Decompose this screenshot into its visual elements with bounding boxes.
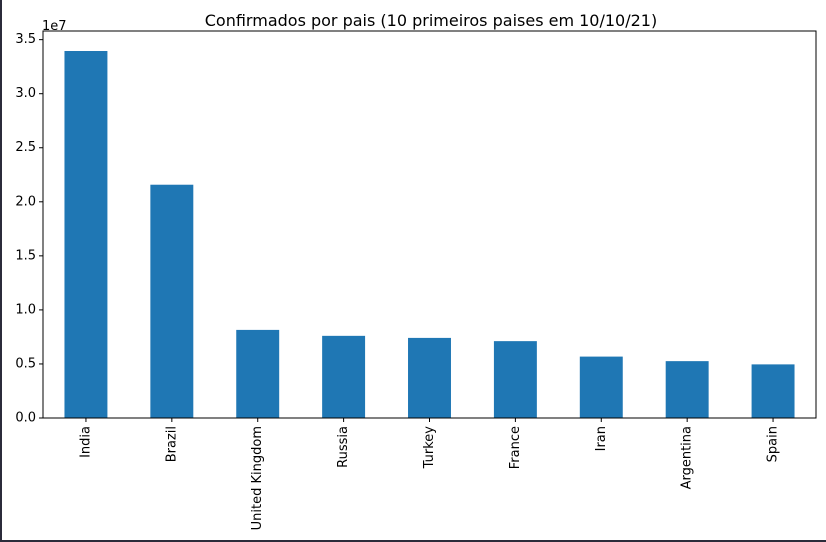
bar-india <box>64 50 108 419</box>
x-tick-label: Spain <box>766 426 781 462</box>
bar-turkey <box>408 337 451 418</box>
y-tick-label: 2.0 <box>15 194 36 209</box>
bar-iran <box>579 356 623 418</box>
x-tick-label: Iran <box>594 426 609 451</box>
y-tick-label: 0.5 <box>15 356 36 371</box>
bar-france <box>493 341 537 418</box>
bars-group <box>64 50 795 419</box>
y-tick-label: 1.5 <box>15 248 36 263</box>
y-tick-label: 3.5 <box>15 32 36 47</box>
x-tick-label: Brazil <box>164 426 179 462</box>
bar-united-kingdom <box>236 329 280 418</box>
x-tick-label: Argentina <box>680 426 695 489</box>
y-tick-label: 0.0 <box>15 411 36 426</box>
plot-area-border <box>42 30 817 419</box>
y-axis-offset-label: 1e7 <box>42 19 67 34</box>
y-tick-label: 2.5 <box>15 140 36 155</box>
x-tick-label: France <box>508 426 523 469</box>
x-tick-label: India <box>78 426 93 458</box>
chart-title: Confirmados por pais (10 primeiros paise… <box>205 11 657 30</box>
y-tick-label: 1.0 <box>15 302 36 317</box>
x-tick-label: United Kingdom <box>250 426 265 530</box>
bar-spain <box>751 364 795 418</box>
y-tick-label: 3.0 <box>15 86 36 101</box>
bar-brazil <box>150 184 194 418</box>
bar-argentina <box>665 361 709 418</box>
bar-russia <box>322 335 366 418</box>
x-axis: India Brazil United Kingdom Russia Turkey Fra… <box>78 418 781 530</box>
x-tick-label: Turkey <box>422 426 437 470</box>
x-tick-label: Russia <box>336 426 351 468</box>
y-axis: 0.0 0.5 1.0 1.5 2.0 2.5 3.0 3.5 <box>15 32 43 426</box>
